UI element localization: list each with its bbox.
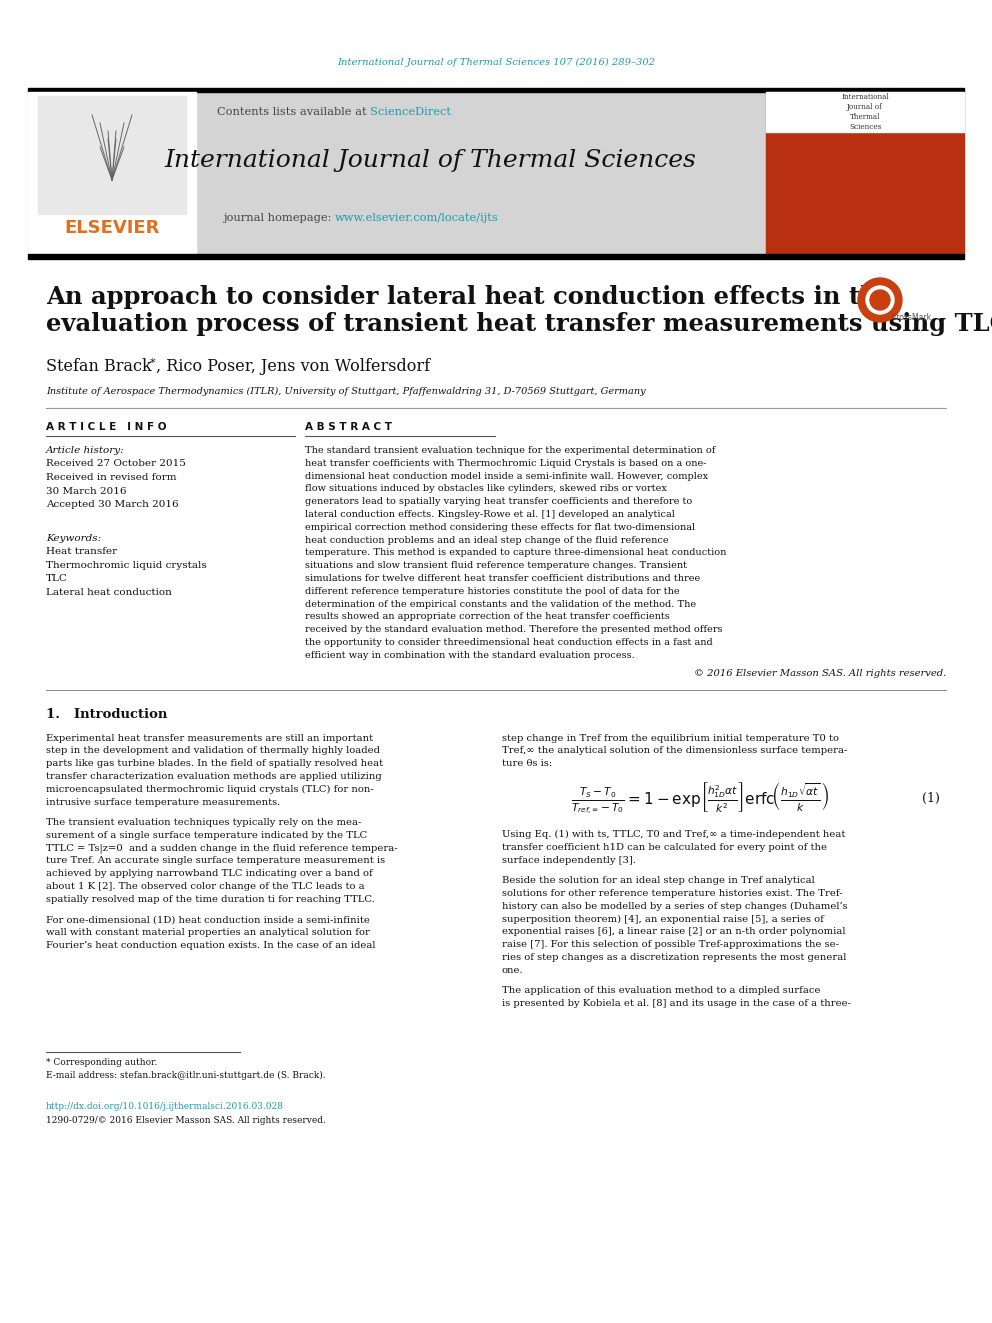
Text: microencapsulated thermochromic liquid crystals (TLC) for non-: microencapsulated thermochromic liquid c… [46,785,374,794]
Text: efficient way in combination with the standard evaluation process.: efficient way in combination with the st… [305,651,635,660]
Text: transfer characterization evaluation methods are applied utilizing: transfer characterization evaluation met… [46,773,382,781]
Text: one.: one. [502,966,524,975]
Bar [28,89,964,93]
Text: 30 March 2016: 30 March 2016 [46,487,127,496]
Text: ture Tref. An accurate single surface temperature measurement is: ture Tref. An accurate single surface te… [46,856,385,865]
Text: Experimental heat transfer measurements are still an important: Experimental heat transfer measurements … [46,733,373,742]
Text: ries of step changes as a discretization represents the most general: ries of step changes as a discretization… [502,953,846,962]
Text: situations and slow transient fluid reference temperature changes. Transient: situations and slow transient fluid refe… [305,561,687,570]
Text: journal homepage:: journal homepage: [223,213,335,224]
Text: spatially resolved map of the time duration ti for reaching TTLC.: spatially resolved map of the time durat… [46,894,375,904]
Text: Contents lists available at: Contents lists available at [216,107,370,116]
Text: solutions for other reference temperature histories exist. The Tref-: solutions for other reference temperatur… [502,889,842,898]
Text: International Journal of Thermal Sciences 107 (2016) 289–302: International Journal of Thermal Science… [337,57,655,66]
Text: Received 27 October 2015: Received 27 October 2015 [46,459,186,468]
Text: superposition theorem) [4], an exponential raise [5], a series of: superposition theorem) [4], an exponenti… [502,914,824,923]
Circle shape [866,286,894,314]
Text: Stefan Brack: Stefan Brack [46,359,152,374]
Text: CrossMark: CrossMark [892,314,932,323]
Text: The transient evaluation techniques typically rely on the mea-: The transient evaluation techniques typi… [46,818,361,827]
Text: The standard transient evaluation technique for the experimental determination o: The standard transient evaluation techni… [305,446,715,455]
Text: raise [7]. For this selection of possible Tref-approximations the se-: raise [7]. For this selection of possibl… [502,941,839,949]
Text: Using Eq. (1) with ts, TTLC, T0 and Tref,∞ a time-independent heat: Using Eq. (1) with ts, TTLC, T0 and Tref… [502,830,845,839]
Text: empirical correction method considering these effects for flat two-dimensional: empirical correction method considering … [305,523,695,532]
Text: generators lead to spatially varying heat transfer coefficients and therefore to: generators lead to spatially varying hea… [305,497,692,507]
Text: Accepted 30 March 2016: Accepted 30 March 2016 [46,500,179,509]
Text: *: * [150,359,156,368]
Text: © 2016 Elsevier Masson SAS. All rights reserved.: © 2016 Elsevier Masson SAS. All rights r… [693,668,946,677]
Text: achieved by applying narrowband TLC indicating over a band of: achieved by applying narrowband TLC indi… [46,869,373,878]
Text: surface independently [3].: surface independently [3]. [502,856,636,865]
Text: Article history:: Article history: [46,446,125,455]
Text: step in the development and validation of thermally highly loaded: step in the development and validation o… [46,746,380,755]
Text: 1290-0729/© 2016 Elsevier Masson SAS. All rights reserved.: 1290-0729/© 2016 Elsevier Masson SAS. Al… [46,1115,326,1125]
Text: parts like gas turbine blades. In the field of spatially resolved heat: parts like gas turbine blades. In the fi… [46,759,383,769]
Text: * Corresponding author.: * Corresponding author. [46,1058,158,1066]
Bar [28,254,964,259]
Text: dimensional heat conduction model inside a semi-infinite wall. However, complex: dimensional heat conduction model inside… [305,471,708,480]
Text: evaluation process of transient heat transfer measurements using TLC: evaluation process of transient heat tra… [46,312,992,336]
Circle shape [870,290,890,310]
Text: Beside the solution for an ideal step change in Tref analytical: Beside the solution for an ideal step ch… [502,876,814,885]
Text: A R T I C L E   I N F O: A R T I C L E I N F O [46,422,167,433]
Text: the opportunity to consider threedimensional heat conduction effects in a fast a: the opportunity to consider threedimensi… [305,638,712,647]
Text: surement of a single surface temperature indicated by the TLC: surement of a single surface temperature… [46,831,367,840]
Circle shape [858,278,902,321]
Bar [766,93,964,254]
Text: TTLC = Ts|z=0  and a sudden change in the fluid reference tempera-: TTLC = Ts|z=0 and a sudden change in the… [46,844,398,853]
Text: ELSEVIER: ELSEVIER [64,220,160,237]
Text: Tref,∞ the analytical solution of the dimensionless surface tempera-: Tref,∞ the analytical solution of the di… [502,746,847,755]
Text: www.elsevier.com/locate/ijts: www.elsevier.com/locate/ijts [335,213,499,224]
Text: Heat transfer: Heat transfer [46,548,117,556]
Text: ScienceDirect: ScienceDirect [370,107,451,116]
Text: E-mail address: stefan.brack@itlr.uni-stuttgart.de (S. Brack).: E-mail address: stefan.brack@itlr.uni-st… [46,1070,325,1080]
Text: temperature. This method is expanded to capture three-dimensional heat conductio: temperature. This method is expanded to … [305,549,726,557]
Text: (1): (1) [923,791,940,804]
Text: Lateral heat conduction: Lateral heat conduction [46,587,172,597]
Text: TLC: TLC [46,574,67,583]
Text: wall with constant material properties an analytical solution for: wall with constant material properties a… [46,929,370,937]
Text: simulations for twelve different heat transfer coefficient distributions and thr: simulations for twelve different heat tr… [305,574,700,583]
Text: determination of the empirical constants and the validation of the method. The: determination of the empirical constants… [305,599,696,609]
Text: International
Journal of
Thermal
Sciences: International Journal of Thermal Science… [841,94,889,131]
Bar [28,93,196,254]
Text: lateral conduction effects. Kingsley-Rowe et al. [1] developed an analytical: lateral conduction effects. Kingsley-Row… [305,509,675,519]
Bar [38,97,186,214]
Text: For one-dimensional (1D) heat conduction inside a semi-infinite: For one-dimensional (1D) heat conduction… [46,916,370,925]
Text: , Rico Poser, Jens von Wolfersdorf: , Rico Poser, Jens von Wolfersdorf [156,359,431,374]
Text: Thermochromic liquid crystals: Thermochromic liquid crystals [46,561,206,570]
Text: A B S T R A C T: A B S T R A C T [305,422,392,433]
Text: ture θs is:: ture θs is: [502,759,553,769]
Text: International Journal of Thermal Sciences: International Journal of Thermal Science… [164,148,696,172]
Text: received by the standard evaluation method. Therefore the presented method offer: received by the standard evaluation meth… [305,626,722,634]
Text: 1.   Introduction: 1. Introduction [46,708,168,721]
Text: about 1 K [2]. The observed color change of the TLC leads to a: about 1 K [2]. The observed color change… [46,882,365,892]
Text: is presented by Kobiela et al. [8] and its usage in the case of a three-: is presented by Kobiela et al. [8] and i… [502,999,851,1008]
Text: The application of this evaluation method to a dimpled surface: The application of this evaluation metho… [502,986,820,995]
Bar [28,93,766,254]
Text: step change in Tref from the equilibrium initial temperature T0 to: step change in Tref from the equilibrium… [502,733,839,742]
Text: Fourier’s heat conduction equation exists. In the case of an ideal: Fourier’s heat conduction equation exist… [46,941,376,950]
Text: heat conduction problems and an ideal step change of the fluid reference: heat conduction problems and an ideal st… [305,536,669,545]
Text: exponential raises [6], a linear raise [2] or an n-th order polynomial: exponential raises [6], a linear raise [… [502,927,845,937]
Text: heat transfer coefficients with Thermochromic Liquid Crystals is based on a one-: heat transfer coefficients with Thermoch… [305,459,706,468]
Text: http://dx.doi.org/10.1016/j.ijthermalsci.2016.03.028: http://dx.doi.org/10.1016/j.ijthermalsci… [46,1102,284,1111]
Text: flow situations induced by obstacles like cylinders, skewed ribs or vortex: flow situations induced by obstacles lik… [305,484,667,493]
Text: Institute of Aerospace Thermodynamics (ITLR), University of Stuttgart, Pfaffenwa: Institute of Aerospace Thermodynamics (I… [46,388,646,396]
Bar [766,93,964,132]
Text: Received in revised form: Received in revised form [46,474,177,482]
Text: $\frac{T_S - T_0}{T_{ref,\infty} - T_0} = 1 - \exp\!\left[\frac{h_{1D}^2 \alpha : $\frac{T_S - T_0}{T_{ref,\infty} - T_0} … [570,781,829,816]
Text: transfer coefficient h1D can be calculated for every point of the: transfer coefficient h1D can be calculat… [502,843,827,852]
Text: different reference temperature histories constitute the pool of data for the: different reference temperature historie… [305,587,680,595]
Text: results showed an appropriate correction of the heat transfer coefficients: results showed an appropriate correction… [305,613,670,622]
Text: history can also be modelled by a series of step changes (Duhamel’s: history can also be modelled by a series… [502,902,847,910]
Text: Keywords:: Keywords: [46,533,101,542]
Text: intrusive surface temperature measurements.: intrusive surface temperature measuremen… [46,798,281,807]
Text: An approach to consider lateral heat conduction effects in the: An approach to consider lateral heat con… [46,284,893,310]
